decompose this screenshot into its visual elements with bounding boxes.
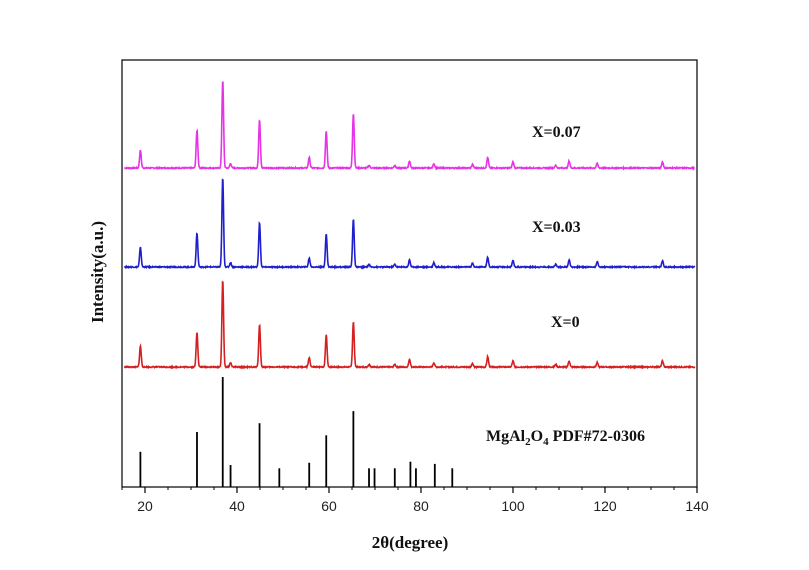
reference-pattern xyxy=(139,377,454,487)
reference-label: MgAl2O4 PDF#72-0306 xyxy=(486,428,645,448)
xrd-series xyxy=(123,81,696,370)
series-label-x0: X=0 xyxy=(551,314,580,331)
x-axis-ticks xyxy=(121,487,698,493)
series-label-x007: X=0.07 xyxy=(532,124,581,141)
x-axis-title: 2θ(degree) xyxy=(372,533,449,552)
x-tick-label-140: 140 xyxy=(685,498,709,514)
x-tick-label-100: 100 xyxy=(501,498,525,514)
x-tick-label-60: 60 xyxy=(321,498,337,514)
series-label-x003: X=0.03 xyxy=(532,219,581,236)
series-line-x003 xyxy=(123,178,696,270)
x-tick-label-120: 120 xyxy=(593,498,617,514)
y-axis-title: Intensity(a.u.) xyxy=(88,221,107,323)
plot-frame xyxy=(121,59,698,488)
series-line-x0 xyxy=(123,280,696,370)
x-axis-tick-labels: 20 40 60 80 100 120 140 xyxy=(137,498,709,514)
x-tick-label-80: 80 xyxy=(413,498,429,514)
x-tick-label-20: 20 xyxy=(137,498,153,514)
x-tick-label-40: 40 xyxy=(229,498,245,514)
series-line-x007 xyxy=(124,81,695,171)
